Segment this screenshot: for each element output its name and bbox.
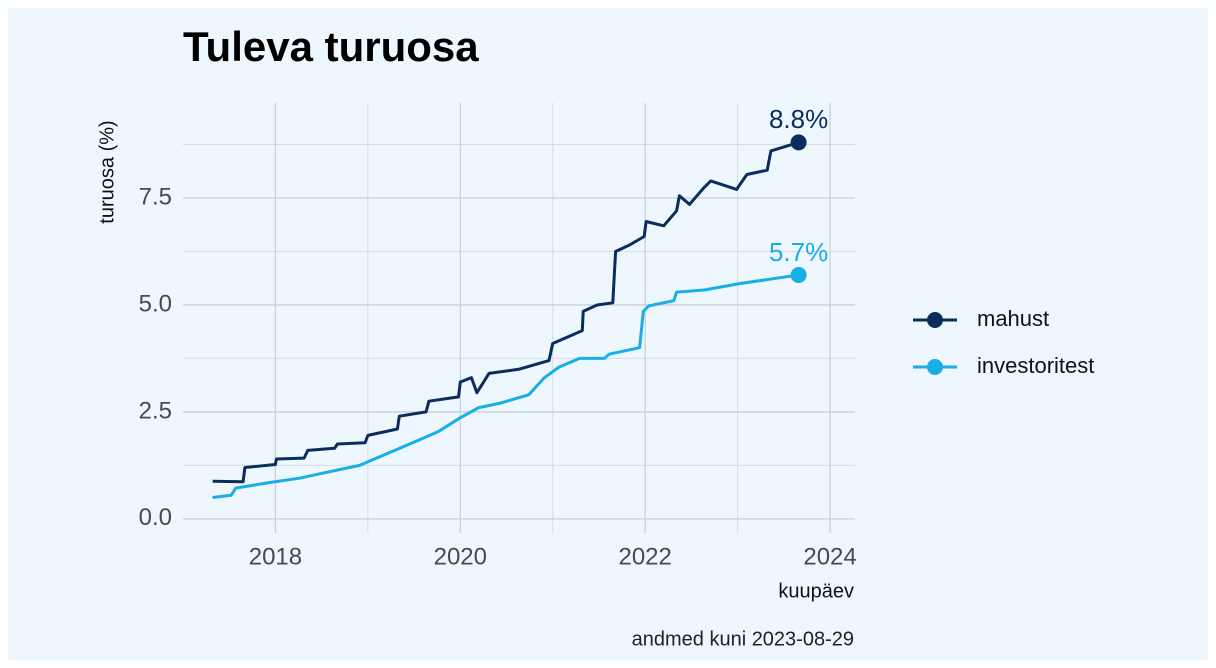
background	[8, 8, 1208, 660]
x-tick-label: 2022	[618, 543, 671, 570]
x-tick-label: 2024	[803, 543, 856, 570]
line	[212, 140, 800, 484]
legend-label: investoritest	[977, 353, 1094, 378]
y-tick-label: 5.0	[139, 290, 172, 317]
end-point	[790, 267, 807, 283]
line	[212, 273, 799, 499]
y-tick-label: 0.0	[139, 504, 172, 531]
x-tick-label: 2018	[249, 543, 302, 570]
legend-dot	[927, 312, 943, 328]
y-tick-label: 2.5	[139, 397, 172, 424]
x-tick-label: 2020	[434, 543, 487, 570]
legend-label: mahust	[977, 306, 1049, 331]
y-axis-label: turuosa (%)	[96, 120, 118, 223]
legend-dot	[927, 359, 943, 375]
y-tick-label: 7.5	[139, 183, 172, 210]
end-point	[790, 134, 807, 151]
caption: andmed kuni 2023-08-29	[632, 628, 854, 650]
chart-title: Tuleva turuosa	[183, 23, 479, 70]
data-label: 8.8%	[769, 104, 828, 134]
data-label: 5.7%	[769, 237, 828, 267]
x-axis-label: kuupäev	[778, 580, 854, 602]
